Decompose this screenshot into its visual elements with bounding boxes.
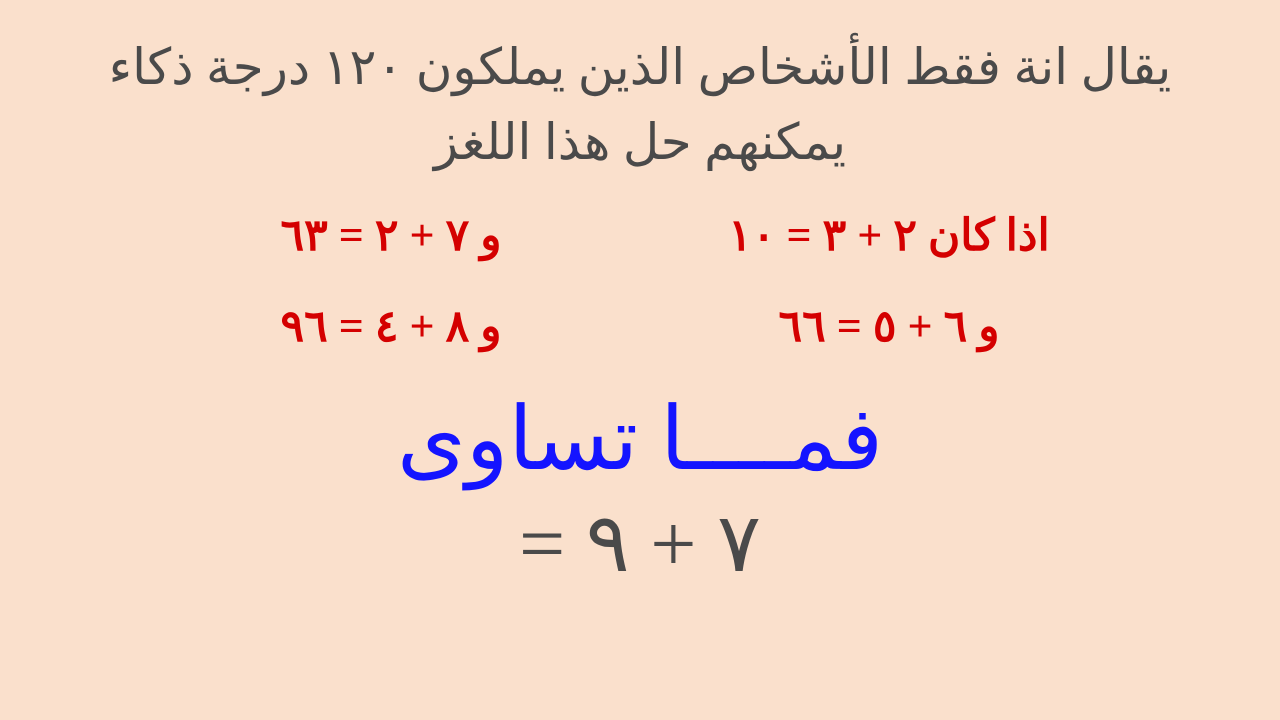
title-line-2: يمكنهم حل هذا اللغز <box>109 105 1172 180</box>
puzzle-title: يقال انة فقط الأشخاص الذين يملكون ١٢٠ در… <box>109 30 1172 180</box>
equation-4: و ٨ + ٤ = ٩٦ <box>192 301 590 352</box>
equation-2: و ٧ + ٢ = ٦٣ <box>192 210 590 261</box>
equations-grid: اذا كان ٢ + ٣ = ١٠ و ٧ + ٢ = ٦٣ و ٦ + ٥ … <box>192 210 1088 352</box>
puzzle-container: يقال انة فقط الأشخاص الذين يملكون ١٢٠ در… <box>0 0 1280 720</box>
final-equation: = ٧ + ٩ <box>519 496 761 591</box>
equation-3: و ٦ + ٥ = ٦٦ <box>690 301 1088 352</box>
question-text: فمــــا تساوى <box>397 387 883 491</box>
title-line-1: يقال انة فقط الأشخاص الذين يملكون ١٢٠ در… <box>109 30 1172 105</box>
equation-1: اذا كان ٢ + ٣ = ١٠ <box>690 210 1088 261</box>
